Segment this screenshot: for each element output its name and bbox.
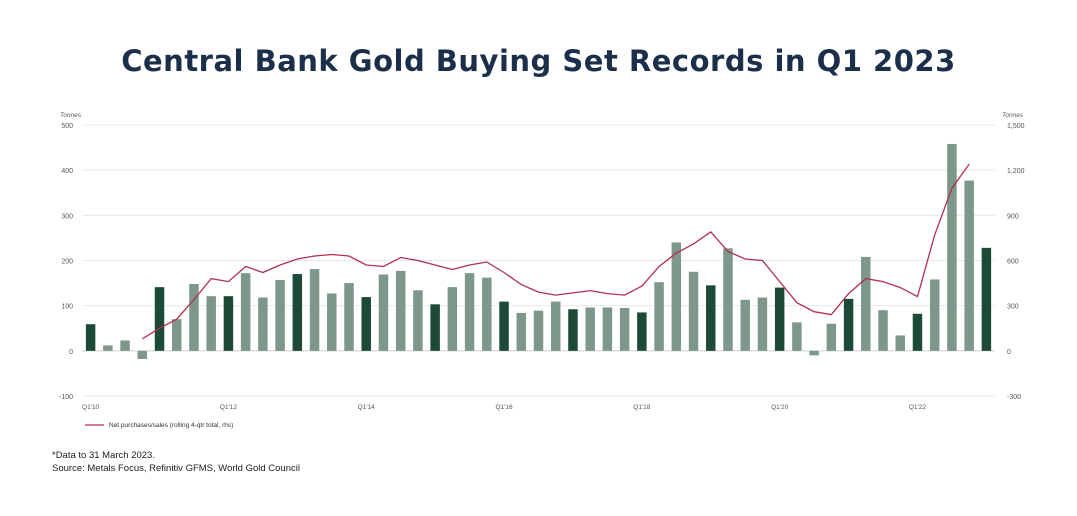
bar	[240, 273, 251, 351]
right-tick-label: 0	[1007, 349, 1011, 356]
bar	[929, 279, 940, 351]
bar	[482, 277, 492, 351]
x-tick-label: Q1'18	[633, 404, 651, 411]
x-tick-label: Q1'14	[358, 404, 376, 411]
bar	[585, 307, 595, 351]
bar	[85, 324, 96, 351]
bar	[826, 323, 837, 351]
left-tick-label: 300	[61, 213, 73, 220]
footnote-source: Source: Metals Focus, Refinitiv GFMS, Wo…	[52, 463, 300, 474]
right-tick-label: 1,200	[1007, 168, 1025, 175]
bar	[154, 287, 165, 351]
bar	[654, 282, 664, 351]
bar	[550, 301, 561, 351]
left-tick-label: 200	[61, 259, 73, 266]
right-tick-label: 300	[1007, 304, 1019, 311]
right-tick-label: 900	[1007, 213, 1019, 220]
left-tick-label: 500	[61, 123, 73, 130]
right-axis-unit: Tonnes	[1002, 112, 1024, 119]
x-tick-label: Q1'20	[771, 404, 789, 411]
left-tick-label: -100	[59, 394, 73, 401]
legend-label: Net purchases/sales (rolling 4-qtr total…	[109, 422, 233, 429]
bar	[516, 312, 527, 351]
left-tick-label: 0	[69, 349, 73, 356]
right-axis: 1,500 1,200 900 600 300 0 -300 Tonnes	[1002, 112, 1025, 401]
right-tick-label: 600	[1007, 259, 1019, 266]
bar-series	[85, 143, 992, 359]
bar	[688, 271, 699, 351]
bar	[258, 297, 268, 351]
x-tick-label: Q1'10	[82, 404, 100, 411]
bar	[757, 297, 768, 351]
bar	[344, 283, 354, 351]
bar	[981, 247, 992, 351]
bar	[878, 310, 888, 351]
bar	[912, 313, 923, 351]
bar	[309, 269, 320, 351]
bar	[137, 350, 148, 359]
bar	[447, 287, 458, 351]
bar	[395, 270, 406, 351]
bar	[723, 248, 733, 351]
x-tick-label: Q1'12	[220, 404, 238, 411]
line-net-purchases	[141, 163, 970, 340]
bar	[413, 290, 423, 351]
gridlines	[82, 124, 995, 397]
right-tick-label: 1,500	[1007, 123, 1025, 130]
chart-title: Central Bank Gold Buying Set Records in …	[121, 44, 956, 78]
bar	[120, 340, 130, 351]
bar	[706, 285, 716, 351]
bar	[430, 304, 440, 351]
legend: Net purchases/sales (rolling 4-qtr total…	[85, 422, 233, 429]
bar	[206, 296, 216, 351]
line-series	[141, 163, 970, 340]
bar	[895, 335, 905, 351]
bar	[947, 143, 957, 351]
bar	[619, 307, 630, 351]
bar	[809, 350, 819, 356]
left-tick-label: 400	[61, 168, 73, 175]
bar	[499, 301, 509, 351]
bar	[361, 297, 371, 351]
bar	[103, 345, 113, 351]
left-axis-unit: Tonnes	[60, 112, 82, 119]
bar	[740, 299, 750, 351]
bar	[792, 322, 802, 351]
bar	[223, 296, 234, 351]
bar	[843, 298, 854, 351]
x-tick-label: Q1'16	[495, 404, 513, 411]
bar	[464, 273, 475, 351]
bar	[292, 274, 303, 351]
bar	[533, 310, 544, 351]
bar	[774, 287, 785, 351]
bar	[964, 180, 974, 351]
footnote-data-date: *Data to 31 March 2023.	[52, 450, 155, 461]
x-axis: Q1'10 Q1'12 Q1'14 Q1'16 Q1'18 Q1'20 Q1'22	[82, 404, 926, 411]
bar	[172, 319, 182, 351]
left-axis: 500 400 300 200 100 0 -100 Tonnes	[59, 112, 82, 401]
left-tick-label: 100	[61, 304, 73, 311]
bar	[671, 242, 682, 351]
bar	[275, 279, 285, 351]
bar	[602, 307, 613, 351]
bar	[189, 283, 199, 351]
right-tick-label: -300	[1007, 394, 1021, 401]
bar	[568, 309, 578, 351]
bar	[378, 274, 389, 351]
x-tick-label: Q1'22	[909, 404, 927, 411]
bar	[327, 293, 337, 351]
bar	[861, 256, 871, 351]
bar	[637, 312, 647, 351]
